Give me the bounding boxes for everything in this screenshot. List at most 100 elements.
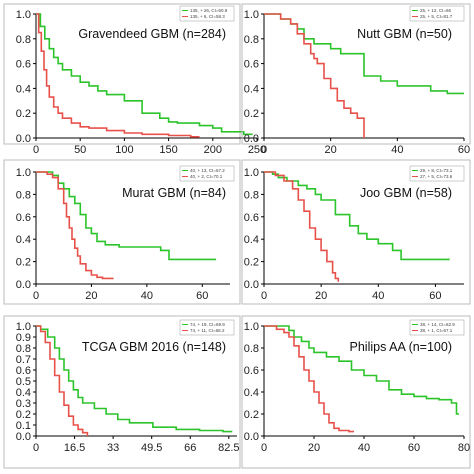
y-tick-label: 0.2: [244, 257, 259, 269]
chart-panel-2: 0.0 0.2 0.4 0.6 0.8 1.0 0 20 40 60 25, + 12, CI=66…: [241, 3, 471, 156]
panel-title: Murat GBM (n=84): [122, 186, 226, 200]
survival-curve-green: [36, 13, 253, 136]
y-tick-label: 0.0: [244, 431, 259, 443]
y-tick-label: 0.4: [16, 234, 31, 246]
y-tick-label: 0.4: [244, 387, 259, 399]
y-tick-label: 0.8: [244, 34, 259, 46]
x-tick-label: 20: [315, 290, 327, 302]
y-tick-label: 0.2: [244, 108, 259, 120]
legend-entry: 38, + 14, CI=62.9: [420, 322, 455, 327]
x-tick-label: 200: [204, 144, 222, 156]
x-tick-label: 40: [372, 290, 384, 302]
panel-frame: [241, 159, 471, 305]
y-tick-label: 0.1: [16, 420, 31, 432]
y-tick-label: 0.0: [244, 279, 259, 291]
y-tick-label: 0.4: [244, 83, 259, 95]
x-tick-label: 0: [33, 290, 39, 302]
panel-frame: [241, 3, 471, 145]
y-tick-label: 1.0: [16, 321, 31, 333]
x-tick-label: 0: [261, 144, 267, 156]
x-tick-label: 60: [408, 442, 420, 454]
survival-curve-green: [264, 325, 459, 415]
y-tick-label: 0.2: [16, 409, 31, 421]
y-tick-label: 0.2: [16, 257, 31, 269]
x-tick-label: 33: [107, 442, 119, 454]
legend-entry: 29, + 8, CI=73.1: [420, 168, 453, 173]
y-tick-label: 1.0: [16, 167, 31, 179]
legend-box: [409, 165, 465, 182]
chart-panel-3: 0.0 0.2 0.4 0.6 0.8 1.0 0 20 40 60 40, + 13, CI=67…: [3, 159, 241, 305]
y-tick-label: 0.6: [16, 212, 31, 224]
y-tick-label: 0.8: [244, 343, 259, 355]
y-tick-label: 0.8: [244, 189, 259, 201]
y-tick-label: 0.6: [244, 365, 259, 377]
x-tick-label: 40: [391, 144, 403, 156]
x-tick-label: 150: [159, 144, 177, 156]
x-tick-label: 100: [115, 144, 133, 156]
y-tick-label: 0.2: [16, 108, 31, 120]
panel-frame: [3, 159, 241, 305]
y-tick-label: 0.0: [16, 133, 31, 145]
x-tick-label: 60: [458, 144, 470, 156]
y-tick-label: 0.4: [16, 387, 31, 399]
y-tick-label: 0.6: [244, 59, 259, 71]
x-tick-label: 0: [261, 290, 267, 302]
x-tick-label: 82.5: [218, 442, 239, 454]
x-tick-label: 16.5: [64, 442, 85, 454]
legend-entry: 74, + 19, CI=69.9: [190, 322, 225, 327]
x-tick-label: 60: [196, 290, 208, 302]
panel-title: TCGA GBM 2016 (n=148): [82, 340, 226, 354]
y-tick-label: 1.0: [16, 9, 31, 21]
x-tick-label: 0: [33, 144, 39, 156]
legend-entry: 74, + 11, CI=68.2: [190, 328, 225, 333]
chart-panel-4: 0.0 0.2 0.4 0.6 0.8 1.0 0 20 40 60 29, + 8, CI=73.…: [241, 159, 471, 305]
x-tick-label: 60: [429, 290, 441, 302]
survival-curve-red: [36, 325, 89, 436]
y-tick-label: 0.0: [16, 279, 31, 291]
x-tick-label: 40: [358, 442, 370, 454]
survival-curve-red: [264, 171, 340, 282]
y-tick-label: 0.8: [16, 343, 31, 355]
y-tick-label: 0.0: [16, 431, 31, 443]
legend-entry: 25, + 12, CI=66: [420, 8, 452, 13]
legend-box: [409, 319, 465, 336]
y-tick-label: 0.6: [16, 365, 31, 377]
legend-entry: 27, + 5, CI=73.6: [420, 174, 453, 179]
legend-box: [409, 5, 465, 22]
panel-title: Philips AA (n=100): [350, 340, 453, 354]
y-tick-label: 0.8: [16, 34, 31, 46]
y-tick-label: 0.0: [244, 133, 259, 145]
y-tick-label: 0.2: [244, 409, 259, 421]
y-tick-label: 0.4: [16, 83, 31, 95]
panel-frame: [3, 3, 241, 145]
chart-panel-6: 0.0 0.2 0.4 0.6 0.8 1.0 0 20 40 60 80 38, + 14, CI=…: [241, 315, 471, 469]
x-tick-label: 250: [248, 144, 266, 156]
x-tick-label: 20: [308, 442, 320, 454]
x-tick-label: 20: [325, 144, 337, 156]
legend-entry: 40, + 13, CI=67.2: [190, 168, 225, 173]
x-tick-label: 80: [458, 442, 470, 454]
panel-frame: [241, 315, 471, 469]
chart-panel-5: 0.00.10.20.30.40.50.60.70.80.91.0 0 16.5 33…: [3, 315, 241, 469]
legend-entry: 25, + 5, CI=81.7: [420, 14, 453, 19]
chart-panel-1: 0.0 0.2 0.4 0.6 0.8 1.0 0 50 100 150 200 250 135, + …: [3, 3, 266, 156]
y-tick-label: 0.9: [16, 332, 31, 344]
x-tick-label: 0: [261, 442, 267, 454]
survival-curve-green: [264, 13, 464, 95]
x-tick-label: 66: [184, 442, 196, 454]
x-tick-label: 49.5: [141, 442, 162, 454]
legend-box: [179, 5, 235, 22]
x-tick-label: 50: [74, 144, 86, 156]
survival-curve-red: [36, 13, 200, 138]
y-tick-label: 0.7: [16, 354, 31, 366]
y-tick-label: 0.5: [16, 376, 31, 388]
legend-box: [179, 319, 235, 336]
y-tick-label: 1.0: [244, 167, 259, 179]
y-tick-label: 0.8: [16, 189, 31, 201]
survival-curve-red: [264, 325, 354, 433]
panel-title: Gravendeed GBM (n=284): [78, 27, 226, 41]
legend-entry: 40, + 2, CI=70.1: [190, 174, 223, 179]
legend-entry: 135, + 6, CI=58.3: [190, 14, 225, 19]
survival-curve-green: [36, 325, 233, 433]
